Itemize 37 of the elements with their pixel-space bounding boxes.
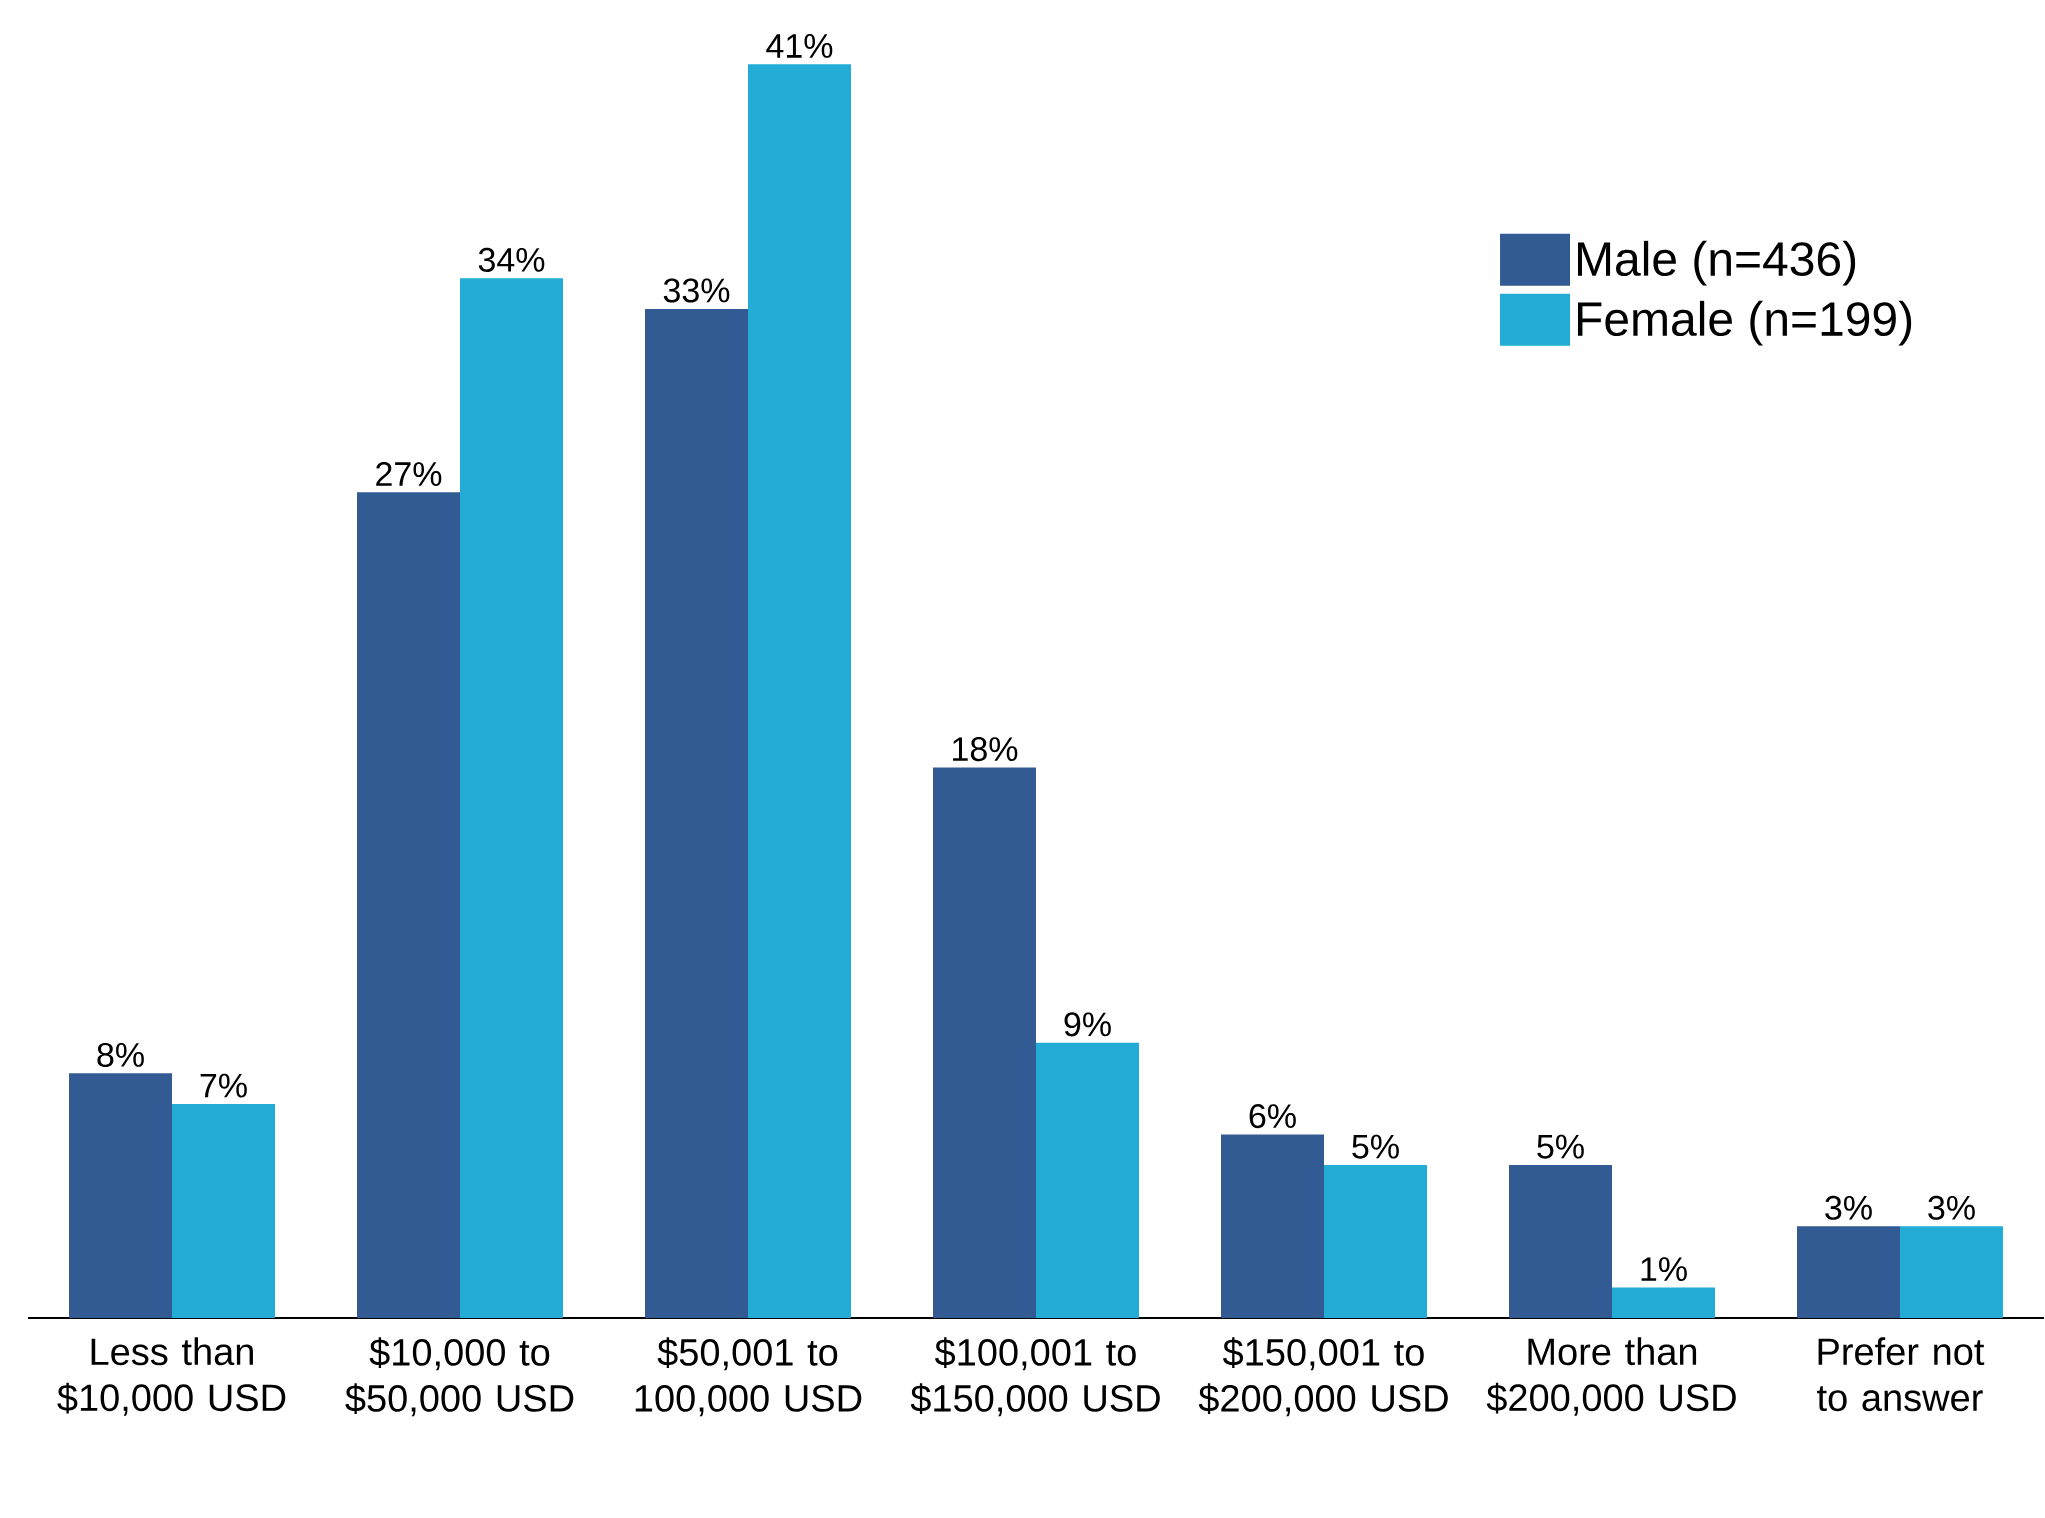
bar <box>1220 1134 1324 1318</box>
data-label: 27% <box>376 462 442 486</box>
bar <box>1899 1226 2003 1318</box>
bar <box>69 1073 173 1318</box>
data-label: 7% <box>200 1073 247 1098</box>
legend-label: Female (n=199) <box>1577 300 1912 346</box>
data-label: 5% <box>1537 1134 1584 1159</box>
bar <box>357 492 460 1318</box>
bar <box>460 278 563 1318</box>
bar <box>932 767 1036 1318</box>
x-tick-label: $100,001 to $150,000 USD <box>910 1337 1160 1417</box>
bar <box>645 308 748 1318</box>
bar <box>1611 1287 1715 1318</box>
data-label: 3% <box>1928 1195 1975 1220</box>
x-tick-label: More than $200,000 USD <box>1486 1337 1736 1416</box>
bar <box>1796 1226 1900 1318</box>
legend-label: Male (n=436) <box>1577 240 1856 286</box>
bar <box>748 64 851 1318</box>
bar <box>1036 1042 1139 1318</box>
data-label: 5% <box>1352 1134 1399 1159</box>
data-label: 9% <box>1064 1012 1111 1037</box>
data-label: 33% <box>663 278 730 303</box>
bar <box>1323 1165 1427 1318</box>
data-label: 3% <box>1825 1195 1872 1220</box>
x-tick-label: $50,001 to 100,000 USD <box>635 1337 862 1417</box>
data-label: 8% <box>97 1042 144 1067</box>
x-tick-label: Less than $10,000 USD <box>57 1337 286 1416</box>
x-tick-label: Prefer not to answer <box>1817 1337 1985 1412</box>
data-label: 1% <box>1641 1257 1687 1281</box>
bar <box>1508 1165 1612 1318</box>
data-label: 6% <box>1249 1104 1296 1129</box>
x-tick-label: $10,000 to $50,000 USD <box>345 1337 574 1417</box>
bar <box>172 1103 276 1318</box>
x-tick-label: $150,001 to $200,000 USD <box>1198 1337 1448 1417</box>
data-label: 18% <box>953 737 1018 762</box>
data-label: 41% <box>766 34 833 58</box>
data-label: 34% <box>478 247 545 272</box>
